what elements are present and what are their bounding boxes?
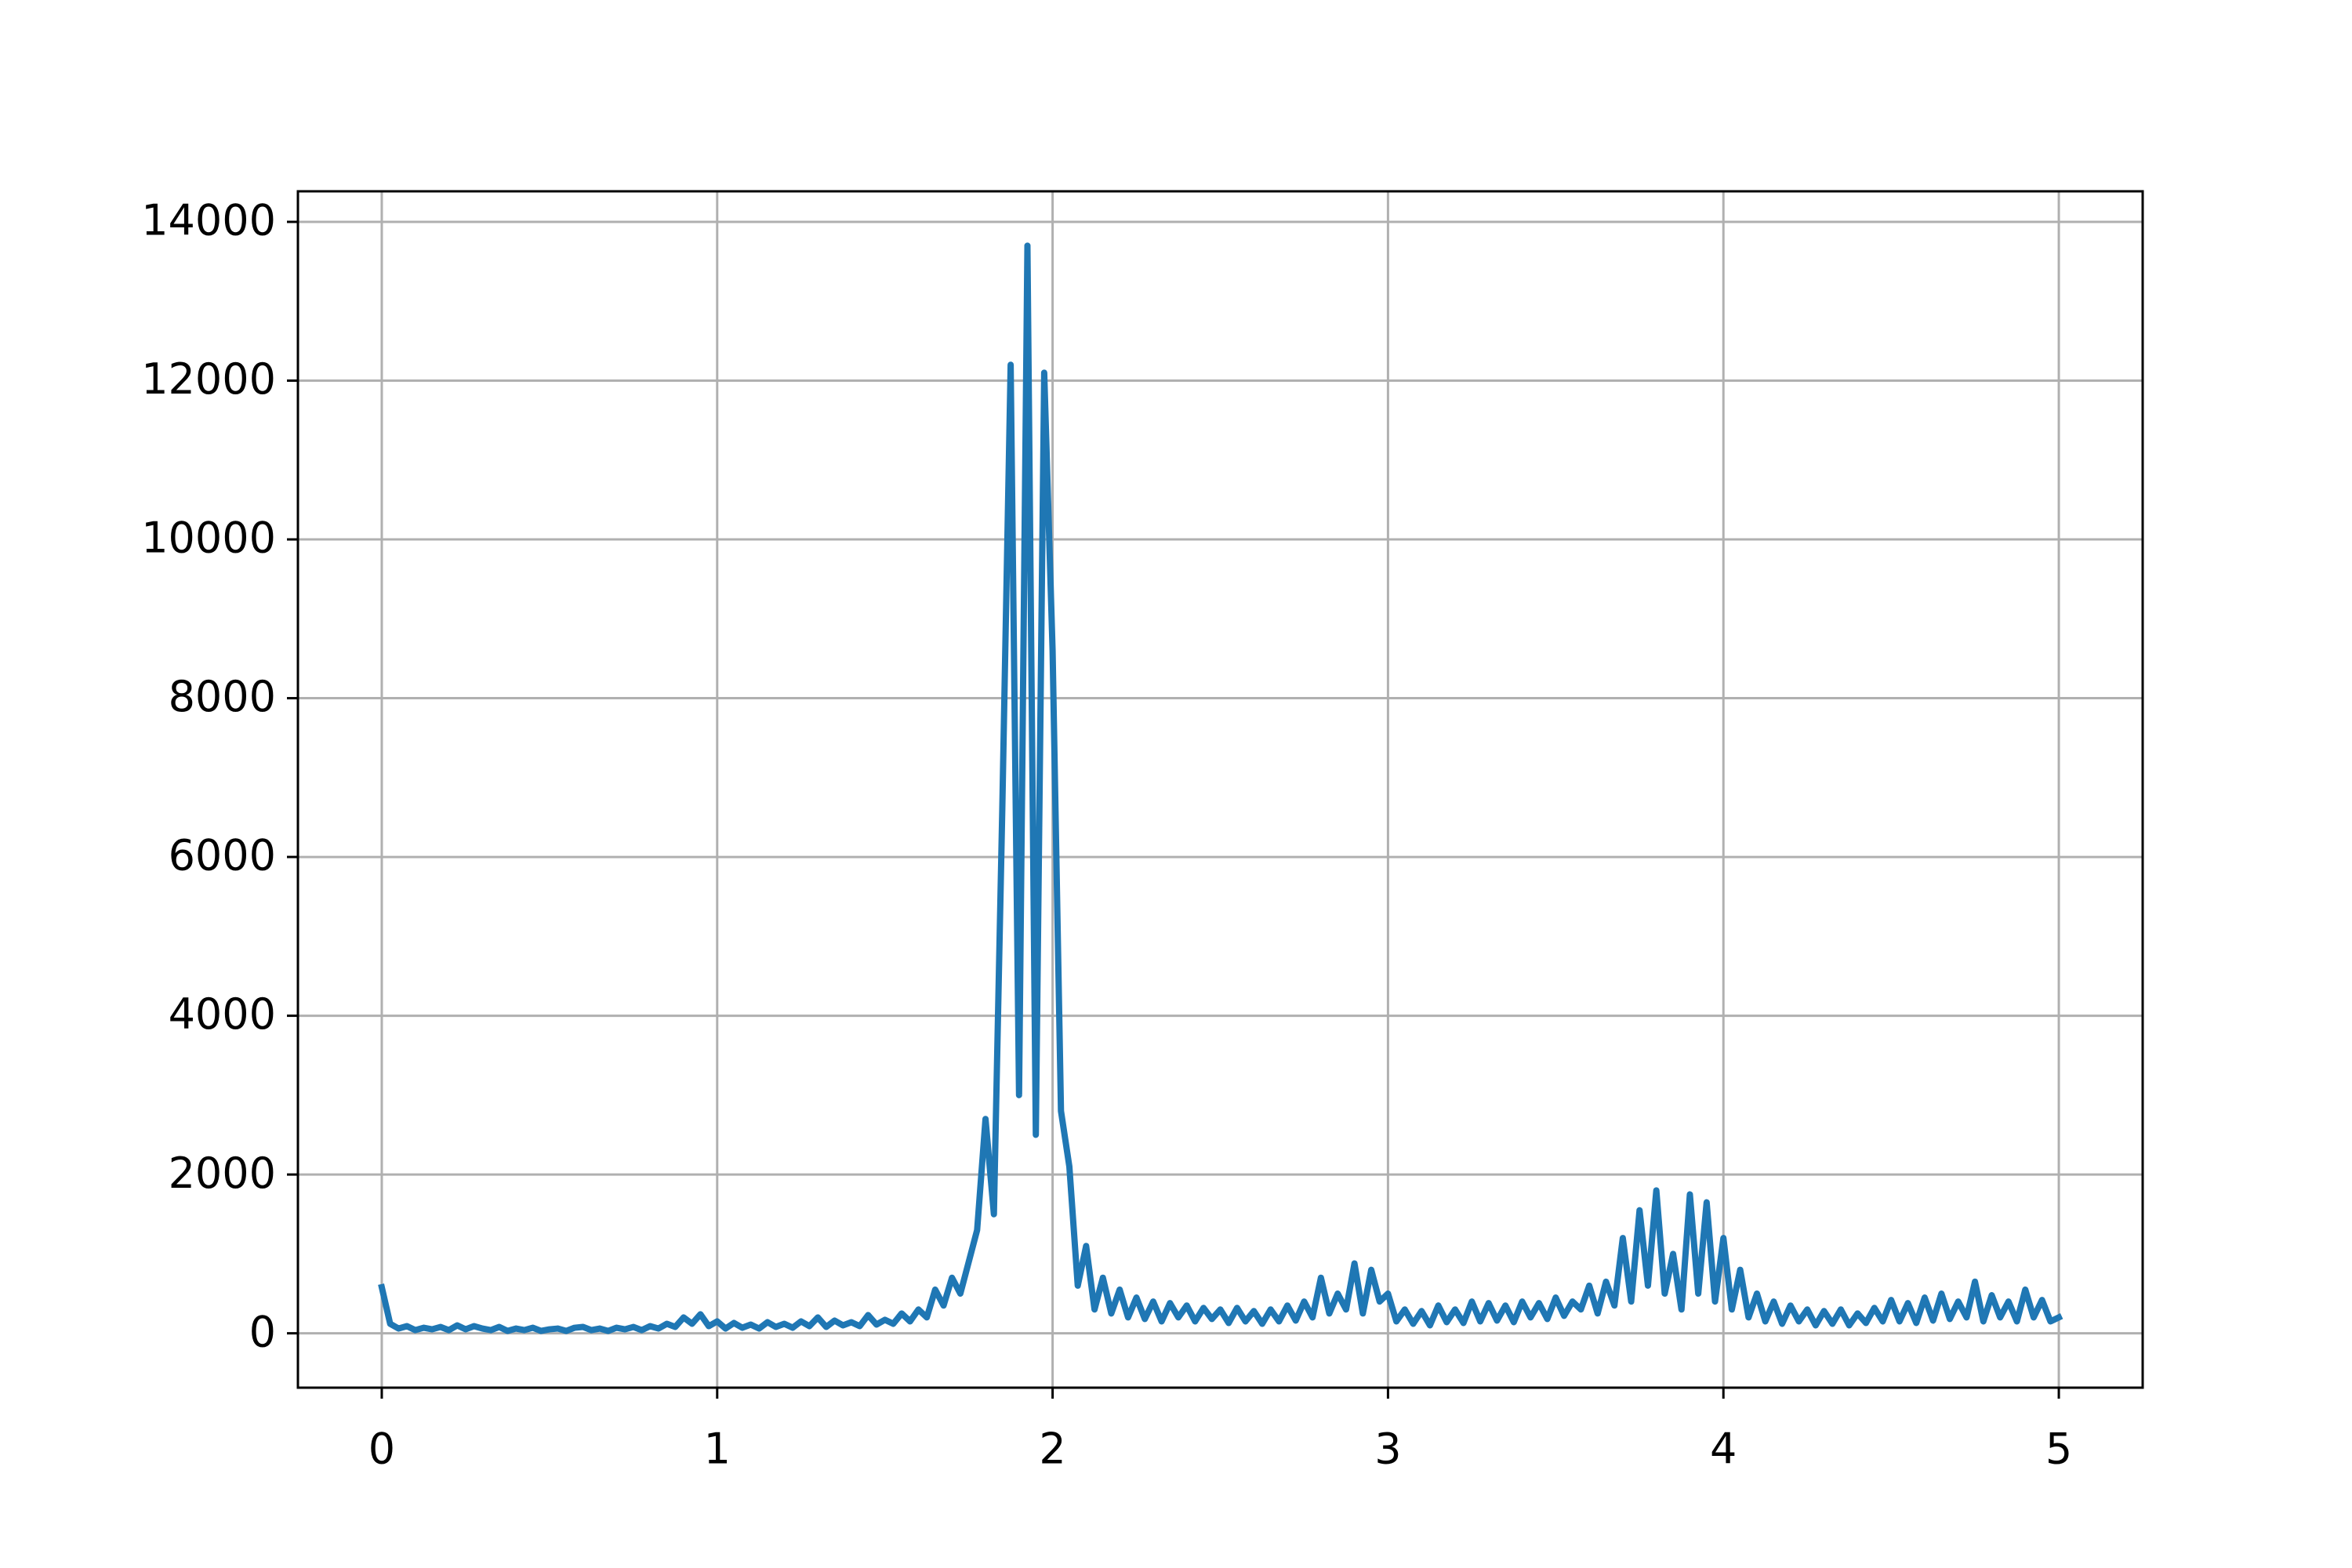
y-tick-label: 12000 — [141, 354, 276, 404]
x-tick-label: 0 — [368, 1425, 395, 1474]
y-tick-label: 6000 — [169, 831, 276, 880]
x-tick-label: 5 — [2045, 1425, 2072, 1474]
x-tick-label: 1 — [704, 1425, 731, 1474]
y-tick-label: 8000 — [169, 672, 276, 721]
axes-frame — [296, 190, 2144, 1389]
x-tick-label: 4 — [1710, 1425, 1737, 1474]
y-tick-label: 14000 — [141, 196, 276, 245]
x-tick-label: 3 — [1374, 1425, 1401, 1474]
plot-area — [378, 242, 2063, 1334]
x-tick-label: 2 — [1039, 1425, 1065, 1474]
data-line — [378, 242, 2063, 1334]
y-tick-label: 10000 — [141, 514, 276, 563]
y-tick-label: 2000 — [169, 1149, 276, 1198]
y-tick-label: 0 — [249, 1307, 276, 1356]
ticks: 0 1 2 3 4 5 0 2000 4000 6000 8000 10000 12000 14000 — [141, 196, 2072, 1474]
y-tick-label: 4000 — [169, 989, 276, 1039]
